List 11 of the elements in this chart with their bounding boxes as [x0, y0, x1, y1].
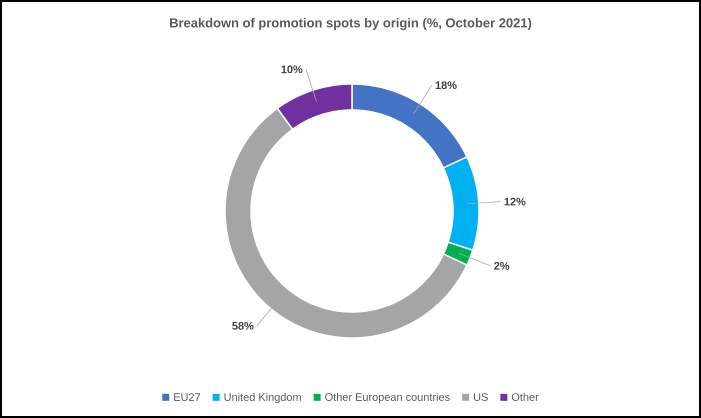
- legend-label: US: [474, 393, 488, 401]
- data-label: 12%: [504, 198, 526, 206]
- chart-title: Breakdown of promotion spots by origin (%, October 2021): [170, 18, 532, 30]
- legend-label: United Kingdom: [224, 392, 301, 404]
- data-label: 58%: [232, 322, 254, 330]
- legend-label: Other: [512, 392, 539, 401]
- legend-label: EU27: [174, 393, 200, 401]
- data-label: 18%: [436, 81, 457, 90]
- data-label: 10%: [282, 65, 302, 74]
- legend-label: Other European countries: [325, 392, 450, 404]
- data-label: 2%: [494, 262, 510, 270]
